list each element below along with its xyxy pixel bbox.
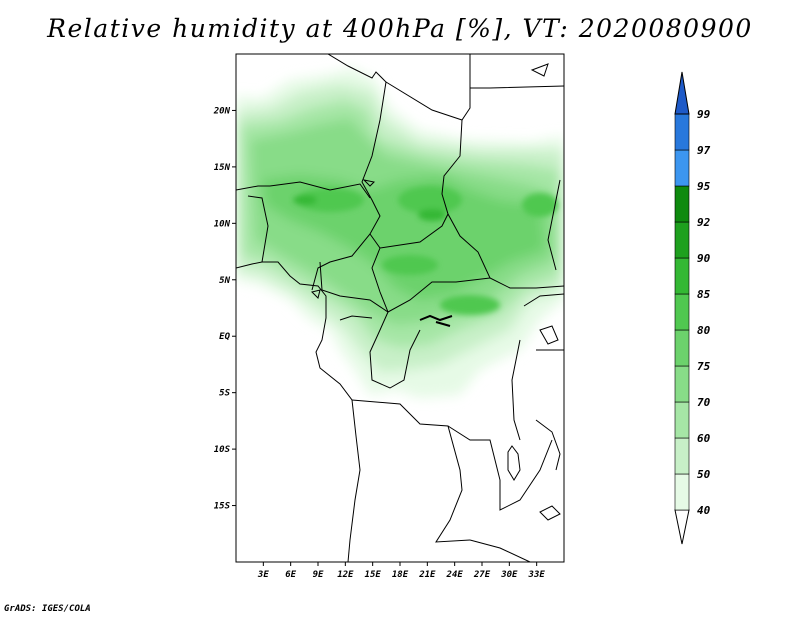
humidity-85-90 (418, 209, 446, 221)
longitude-axis: 3E 6E 9E 12E 15E 18E 21E 24E 27E 30E 33E (257, 562, 545, 580)
lon-tick-label: 18E (392, 570, 409, 580)
lon-tick-label: 27E (473, 570, 491, 580)
humidity-85-90 (293, 195, 317, 205)
humidity-field (236, 68, 564, 398)
lon-tick-label: 24E (446, 570, 464, 580)
colorbar-label: 60 (697, 432, 711, 445)
colorbar-under-arrow (674, 509, 690, 545)
lon-tick-label: 6E (285, 570, 296, 580)
lat-tick-label: 20N (213, 106, 231, 116)
lat-tick-label: 5S (219, 389, 230, 399)
humidity-80-85 (522, 193, 558, 217)
colorbar-label: 85 (697, 288, 711, 301)
humidity-80-85 (296, 188, 364, 212)
colorbar-box (674, 293, 690, 331)
colorbar-label: 97 (697, 144, 711, 157)
lat-tick-label: 10N (214, 219, 231, 229)
colorbar-label: 92 (697, 216, 711, 229)
lon-tick-label: 30E (500, 570, 518, 580)
colorbar-label: 80 (697, 324, 711, 337)
colorbar-label: 99 (697, 108, 711, 121)
lat-tick-label: 15S (214, 502, 231, 512)
colorbar: 40 50 60 70 75 80 85 90 92 95 97 99 (674, 71, 711, 545)
colorbar-box (674, 257, 690, 295)
lon-tick-label: 21E (418, 570, 436, 580)
lon-tick-label: 3E (257, 570, 269, 580)
colorbar-label: 75 (697, 360, 711, 373)
colorbar-over-arrow (674, 71, 690, 115)
colorbar-label: 40 (697, 504, 711, 517)
humidity-80-85 (382, 255, 438, 275)
colorbar-box (674, 473, 690, 511)
lon-tick-label: 12E (337, 570, 354, 580)
lon-tick-label: 15E (365, 570, 382, 580)
colorbar-box (674, 365, 690, 403)
lat-tick-label: EQ (219, 332, 230, 342)
colorbar-label: 90 (697, 252, 711, 265)
colorbar-box (674, 185, 690, 223)
lat-tick-label: 5N (219, 276, 230, 286)
country-borders (236, 54, 564, 562)
credit-label: GrADS: IGES/COLA (4, 604, 91, 614)
map-title: Relative humidity at 400hPa [%], VT: 202… (47, 14, 753, 43)
colorbar-label: 95 (697, 180, 711, 193)
colorbar-label: 50 (697, 468, 711, 481)
lat-tick-label: 15N (214, 163, 231, 173)
colorbar-box (674, 401, 690, 439)
colorbar-box (674, 113, 690, 151)
colorbar-box (674, 437, 690, 475)
colorbar-box (674, 329, 690, 367)
humidity-80-85 (440, 295, 500, 315)
latitude-axis: 20N 15N 10N 5N EQ 5S 10S 15S (213, 106, 236, 512)
colorbar-box (674, 149, 690, 187)
colorbar-box (674, 221, 690, 259)
lon-tick-label: 9E (313, 570, 324, 580)
lat-tick-label: 10S (214, 445, 231, 455)
colorbar-label: 70 (697, 396, 711, 409)
lon-tick-label: 33E (528, 570, 546, 580)
